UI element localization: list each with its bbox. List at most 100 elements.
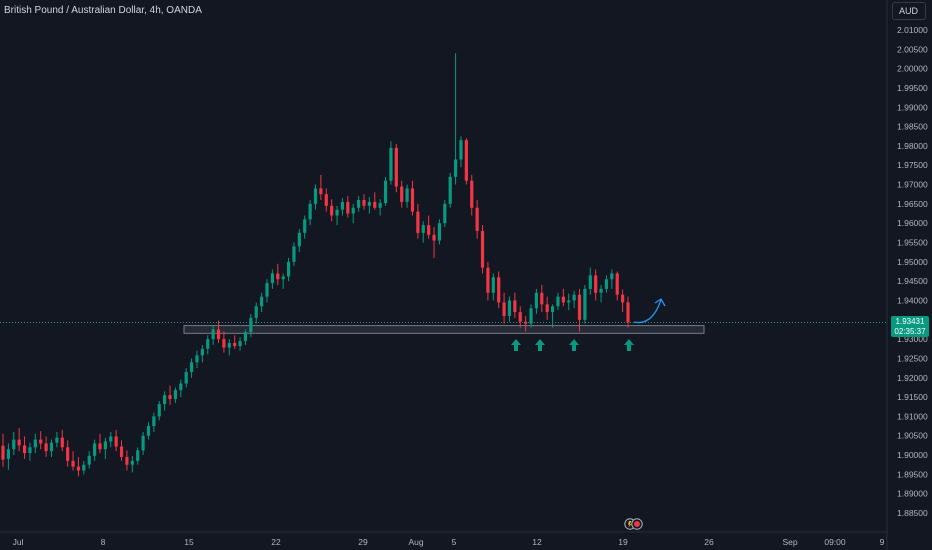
candle-body bbox=[604, 279, 609, 289]
candle-body bbox=[44, 443, 48, 452]
candle-body bbox=[534, 292, 539, 309]
candle-body bbox=[545, 304, 549, 313]
price-tick-label: 1.91500 bbox=[897, 392, 928, 402]
candle-body bbox=[405, 188, 409, 202]
price-tick-label: 1.93000 bbox=[897, 334, 928, 344]
candle-body bbox=[146, 426, 151, 436]
candle-body bbox=[243, 332, 248, 342]
currency-button[interactable]: AUD bbox=[892, 2, 926, 20]
time-tick-label: 5 bbox=[452, 537, 457, 547]
price-tick-label: 2.00000 bbox=[897, 64, 928, 74]
candle-body bbox=[319, 188, 323, 195]
time-tick-label: Jul bbox=[13, 537, 24, 547]
candle-body bbox=[335, 209, 339, 216]
candle-body bbox=[470, 180, 474, 208]
price-tick-label: 1.95000 bbox=[897, 257, 928, 267]
candle-body bbox=[114, 436, 118, 447]
price-tick-label: 1.89000 bbox=[897, 489, 928, 499]
candle-body bbox=[206, 339, 210, 349]
candle-body bbox=[491, 277, 495, 293]
candle-body bbox=[189, 362, 194, 372]
arrow-up-icon bbox=[569, 339, 579, 351]
candle-body bbox=[615, 273, 619, 295]
price-tick-label: 1.91000 bbox=[897, 411, 928, 421]
candle-body bbox=[621, 294, 625, 303]
candle-body bbox=[33, 439, 37, 448]
candle-body bbox=[292, 246, 296, 262]
candle-body bbox=[184, 371, 188, 384]
candle-body bbox=[136, 450, 140, 461]
candle-body bbox=[351, 207, 355, 214]
price-tick-label: 1.89500 bbox=[897, 469, 928, 479]
candle-body bbox=[583, 288, 587, 320]
candle-body bbox=[410, 188, 415, 212]
candle-body bbox=[502, 302, 506, 316]
candle-body bbox=[383, 180, 388, 204]
candle-body bbox=[540, 292, 544, 305]
candle-body bbox=[28, 447, 32, 454]
candle-body bbox=[109, 436, 113, 442]
candle-body bbox=[524, 321, 528, 324]
price-tick-label: 2.00500 bbox=[897, 44, 928, 54]
candle-body bbox=[152, 416, 156, 427]
candle-body bbox=[227, 342, 231, 348]
candle-body bbox=[324, 194, 328, 206]
candle-body bbox=[157, 404, 161, 417]
candle-body bbox=[141, 435, 145, 451]
bounce-arrows bbox=[511, 339, 634, 351]
price-tick-label: 1.99500 bbox=[897, 83, 928, 93]
news-event-icon[interactable] bbox=[624, 518, 644, 530]
candle-body bbox=[66, 447, 70, 461]
candle-body bbox=[12, 439, 16, 450]
curved-arrow-icon bbox=[633, 299, 662, 324]
candle-body bbox=[437, 223, 442, 241]
support-zone[interactable] bbox=[183, 325, 705, 334]
arrow-up-icon bbox=[511, 339, 521, 351]
price-tick-label: 1.90500 bbox=[897, 431, 928, 441]
candle-body bbox=[281, 276, 285, 280]
candle-body bbox=[6, 449, 10, 459]
candle-body bbox=[22, 445, 27, 454]
price-axis[interactable]: 2.01000 2.00500 2.00000 1.99500 1.99000 1.985… bbox=[897, 25, 928, 518]
candle-body bbox=[330, 205, 334, 216]
candle-body bbox=[572, 294, 576, 301]
candle-body bbox=[130, 460, 134, 465]
candle-body bbox=[340, 201, 345, 210]
candle-body bbox=[416, 211, 420, 233]
candle-body bbox=[518, 312, 522, 322]
price-tick-label: 1.94500 bbox=[897, 276, 928, 286]
candle-body bbox=[216, 329, 221, 340]
candle-body bbox=[233, 342, 237, 347]
time-tick-label: 19 bbox=[618, 537, 628, 547]
candle-body bbox=[276, 273, 280, 280]
candle-body bbox=[313, 188, 318, 204]
arrow-up-icon bbox=[624, 339, 634, 351]
candle-body bbox=[119, 446, 124, 457]
candle-body bbox=[373, 201, 377, 208]
candle-body bbox=[362, 200, 366, 206]
price-tick-label: 1.92000 bbox=[897, 373, 928, 383]
last-price-badge: 1.93431 02:35:37 bbox=[891, 316, 929, 337]
candle-body bbox=[195, 355, 199, 363]
time-axis[interactable]: Jul 8 15 22 29 Aug 5 12 19 26 Sep 09:00 9 bbox=[13, 537, 885, 547]
time-tick-label: 12 bbox=[532, 537, 542, 547]
chart-title: British Pound / Australian Dollar, 4h, O… bbox=[4, 5, 202, 16]
candle-body bbox=[173, 390, 178, 400]
candle-body bbox=[308, 203, 312, 220]
candle-body bbox=[222, 339, 226, 348]
candle-body bbox=[49, 442, 54, 452]
price-tick-label: 1.90000 bbox=[897, 450, 928, 460]
candle-body bbox=[357, 200, 361, 208]
time-tick-label: 26 bbox=[704, 537, 714, 547]
candle-body bbox=[389, 147, 393, 181]
candle-body bbox=[610, 273, 614, 280]
price-tick-label: 1.94000 bbox=[897, 295, 928, 305]
candle-body bbox=[507, 300, 512, 316]
candle-body bbox=[443, 203, 447, 224]
candle-body bbox=[421, 225, 425, 233]
candle-body bbox=[265, 283, 269, 297]
candle-body bbox=[200, 348, 204, 356]
candle-body bbox=[588, 275, 592, 289]
candle-body bbox=[179, 383, 183, 391]
